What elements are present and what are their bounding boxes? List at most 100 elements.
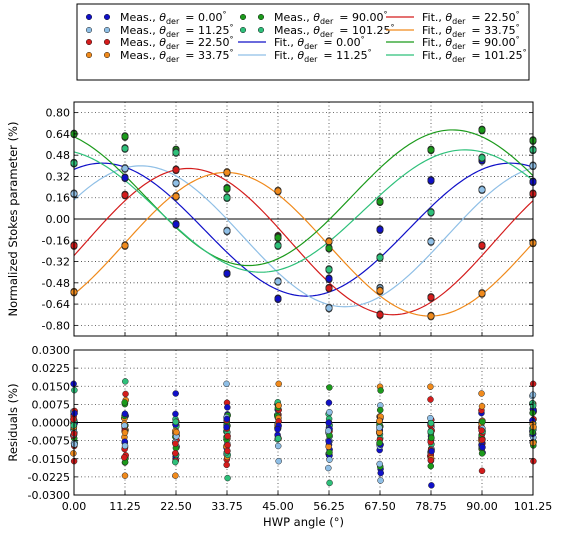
legend-marker (257, 13, 265, 21)
measurement-point (376, 311, 384, 319)
legend-subscript: der (452, 55, 466, 64)
legend-value: = 33.75 (471, 24, 515, 37)
measurement-point (376, 226, 384, 234)
legend-subscript: der (166, 17, 180, 26)
legend-value: = 0.00 (185, 11, 222, 24)
legend-subscript: der (452, 17, 466, 26)
residual-point (325, 438, 333, 445)
residual-point (376, 439, 383, 447)
x-tick-label: 56.25 (313, 500, 345, 513)
legend-subscript: der (320, 17, 334, 26)
legend-subscript: der (452, 42, 466, 51)
legend-label: Meas., θder = 33.75° (120, 48, 233, 64)
legend-degree: ° (523, 48, 527, 57)
legend-value: = 11.25 (185, 24, 229, 37)
residual-point (377, 387, 384, 394)
residual-point (325, 419, 332, 426)
residual-point (172, 418, 179, 426)
legend-prefix: Meas., (120, 49, 159, 62)
residual-point (478, 390, 485, 397)
legend-prefix: Fit., (422, 24, 445, 37)
legend-theta: θ (445, 24, 452, 37)
legend-marker (103, 51, 111, 59)
measurement-point (121, 242, 129, 250)
legend-label: Meas., θder = 11.25° (120, 23, 233, 39)
legend-theta: θ (159, 24, 166, 37)
legend-marker (239, 26, 247, 34)
legend-value: = 90.00 (471, 36, 515, 49)
residual-point (224, 404, 231, 411)
fit-curve (73, 167, 534, 316)
residual-point (428, 482, 435, 489)
legend-theta: θ (159, 49, 166, 62)
legend-theta: θ (445, 36, 452, 49)
residual-point (122, 390, 129, 398)
legend-label: Fit., θder = 11.25° (274, 48, 372, 64)
measurement-point (121, 145, 129, 153)
measurement-point (478, 126, 486, 134)
measurement-point (427, 293, 435, 301)
measurement-point (223, 270, 231, 278)
bottom-y-tick-label: 0.0225 (32, 362, 71, 375)
residual-point (326, 384, 333, 391)
residual-point (478, 467, 486, 475)
residual-point (172, 390, 179, 397)
residual-point (325, 399, 333, 406)
residual-point (223, 461, 230, 469)
top-y-tick-label: -0.48 (42, 277, 70, 290)
legend-degree: ° (222, 10, 226, 19)
bottom-y-tick-label: -0.0225 (28, 471, 70, 484)
residual-point (325, 464, 332, 472)
x-tick-label: 90.00 (466, 500, 498, 513)
legend-subscript: der (304, 42, 318, 51)
residual-point (274, 435, 282, 442)
measurement-point (172, 166, 180, 174)
bottom-y-tick-label: 0.0000 (32, 417, 71, 430)
residual-point (121, 429, 129, 436)
residual-point (223, 380, 230, 388)
legend-label: Meas., θder = 101.25° (274, 23, 394, 39)
legend-marker (85, 13, 93, 21)
legend-prefix: Fit., (274, 49, 297, 62)
legend-theta: θ (297, 49, 304, 62)
residual-point (427, 428, 434, 435)
legend-value: = 0.00 (323, 36, 360, 49)
legend-marker (239, 13, 247, 21)
residual-point (427, 383, 434, 390)
top-y-axis-label: Normalized Stokes parameter (%) (6, 122, 20, 317)
legend-value: = 22.50 (185, 36, 229, 49)
bottom-y-tick-label: 0.0075 (32, 398, 71, 411)
residual-point (121, 454, 128, 461)
bottom-y-axis-label: Residuals (%) (6, 383, 20, 461)
residual-point (427, 456, 435, 464)
residual-point (121, 410, 129, 418)
bottom-y-tick-label: 0.0150 (32, 380, 71, 393)
residual-point (427, 396, 434, 403)
residual-point (326, 449, 333, 456)
x-tick-labels: 0.00 11.25 22.50 33.75 45.00 56.25 67.50 78.75 9… (62, 332, 552, 513)
residual-point (479, 436, 486, 444)
residual-point (428, 434, 435, 442)
residual-point (224, 447, 231, 455)
top-y-tick-label: -0.80 (42, 319, 70, 332)
legend-label: Meas., θder = 90.00° (274, 10, 387, 26)
measurement-point (478, 154, 486, 162)
legend-degree: ° (383, 10, 387, 19)
legend-value: = 90.00 (339, 11, 383, 24)
residual-point (275, 457, 282, 465)
top-y-tick-label: -0.64 (42, 298, 70, 311)
legend-theta: θ (297, 36, 304, 49)
residual-point (224, 441, 231, 449)
measurement-point (325, 275, 333, 283)
measurement-point (325, 284, 333, 292)
fit-curve (73, 149, 534, 273)
residual-point (325, 427, 332, 434)
legend-label: Fit., θder = 22.50° (422, 10, 520, 26)
residual-point (173, 428, 180, 436)
fit-curve (73, 165, 534, 308)
legend-degree: ° (229, 23, 233, 32)
residual-point (427, 419, 435, 427)
measurement-point (478, 242, 486, 250)
x-tick-label: 33.75 (211, 500, 243, 513)
